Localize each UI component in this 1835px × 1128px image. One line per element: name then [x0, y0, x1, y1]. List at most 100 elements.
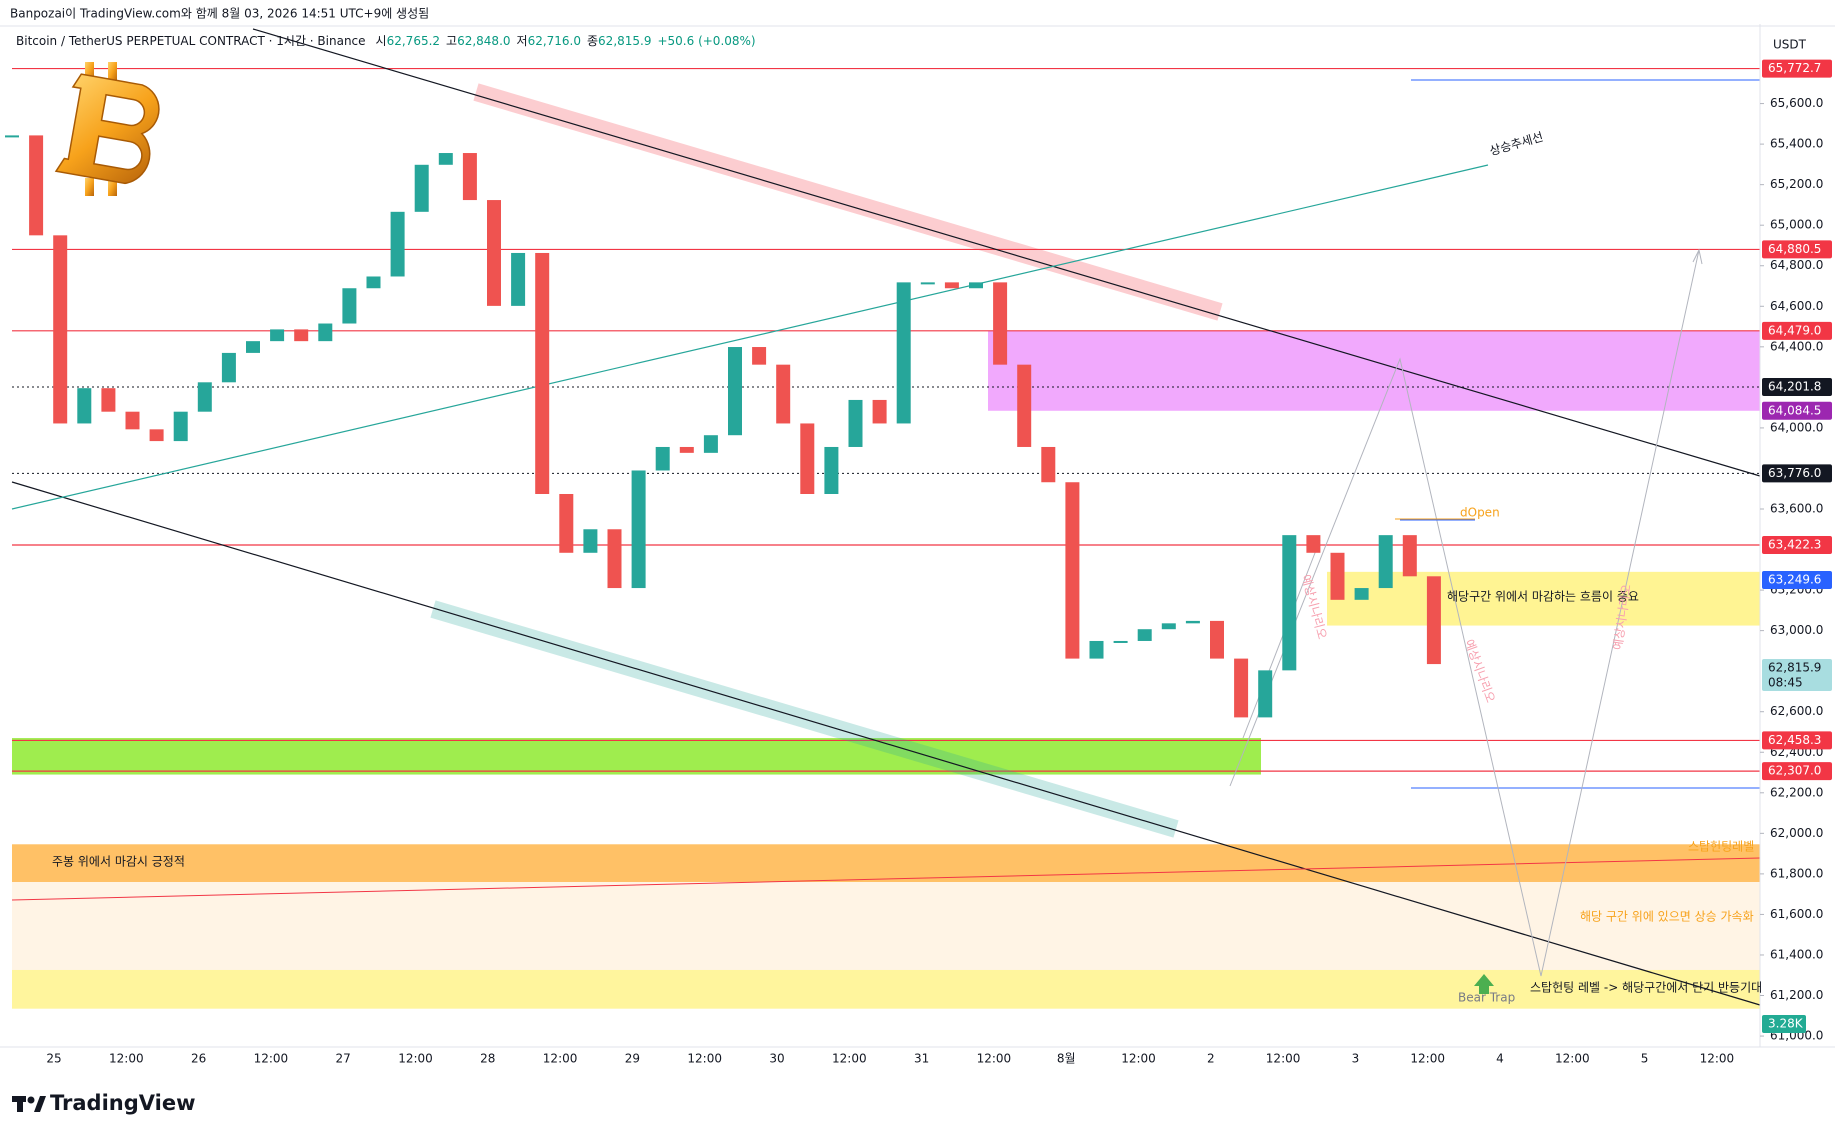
- price-tag-label: 64,084.5: [1768, 403, 1821, 417]
- candle: [1137, 629, 1152, 641]
- x-tick-label: 30: [769, 1052, 784, 1066]
- x-tick-label: 12:00: [1700, 1052, 1735, 1066]
- y-tick-label: 65,400.0: [1770, 137, 1823, 151]
- y-tick-label: 61,800.0: [1770, 866, 1823, 880]
- candle: [1041, 446, 1056, 483]
- x-tick-label: 28: [480, 1052, 495, 1066]
- candle: [414, 164, 429, 212]
- y-tick-label: 64,800.0: [1770, 258, 1823, 272]
- x-tick-label: 12:00: [832, 1052, 867, 1066]
- candle: [1065, 482, 1080, 659]
- x-tick-label: 26: [191, 1052, 206, 1066]
- y-tick-label: 62,600.0: [1770, 704, 1823, 718]
- zone: [12, 969, 1760, 1009]
- candle: [824, 446, 839, 494]
- candle: [1017, 364, 1032, 447]
- brand-logo: [12, 1096, 46, 1112]
- candle: [390, 211, 405, 277]
- price-tag-label: 64,201.8: [1768, 380, 1821, 394]
- candle: [1378, 535, 1393, 589]
- bear-trap-arrow: [1474, 974, 1494, 994]
- x-tick-label: 5: [1641, 1052, 1649, 1066]
- ohlc-value: 62,848.0: [457, 34, 510, 48]
- candle: [535, 252, 550, 494]
- candle: [318, 323, 333, 342]
- price-tag: [1762, 240, 1832, 259]
- scenario-path: [1242, 539, 1321, 739]
- y-tick-label: 63,600.0: [1770, 501, 1823, 515]
- candle: [462, 153, 477, 201]
- candle: [703, 435, 718, 453]
- countdown: 08:45: [1768, 675, 1803, 689]
- x-tick-label: 12:00: [398, 1052, 433, 1066]
- time-axis: 25 12:00 26 12:00 27 12:00 28 12:00 29 12:00 30 12:…: [46, 1052, 1734, 1066]
- y-tick-label: 61,200.0: [1770, 988, 1823, 1002]
- candle: [1306, 535, 1321, 553]
- x-tick-label: 3: [1352, 1052, 1360, 1066]
- price-tag-label: 62,307.0: [1768, 764, 1821, 778]
- y-tick-label: 65,600.0: [1770, 96, 1823, 110]
- candle: [101, 388, 116, 412]
- candle: [631, 470, 646, 589]
- x-tick-label: 4: [1496, 1052, 1504, 1066]
- annotation: 예상시나리오: [1299, 573, 1330, 641]
- legend: Bitcoin / TetherUS PERPETUAL CONTRACT · …: [16, 34, 756, 48]
- annotation: 해당 구간 위에 있으면 상승 가속화: [1580, 910, 1754, 924]
- zone: [12, 738, 1261, 775]
- candle: [1210, 620, 1224, 659]
- candle: [896, 282, 911, 424]
- volume-tag-bg: [1762, 1015, 1806, 1033]
- candle: [5, 135, 19, 138]
- candle: [679, 446, 694, 453]
- candle: [969, 282, 983, 289]
- price-tag: [1762, 378, 1832, 397]
- price-tag: [1762, 731, 1832, 750]
- candle: [1161, 623, 1176, 630]
- annotation: Bear Trap: [1458, 991, 1515, 1005]
- candle: [511, 252, 526, 306]
- y-tick-label: 64,000.0: [1770, 420, 1823, 434]
- candle: [607, 529, 622, 589]
- candle: [221, 352, 236, 383]
- candle: [583, 529, 598, 553]
- x-tick-label: 12:00: [254, 1052, 289, 1066]
- candle: [53, 235, 68, 424]
- price-tag-label: 63,249.6: [1768, 573, 1821, 587]
- x-tick-label: 12:00: [109, 1052, 144, 1066]
- x-tick-label: 25: [46, 1052, 61, 1066]
- candle: [1185, 620, 1200, 624]
- x-tick-label: 12:00: [1410, 1052, 1445, 1066]
- price-tag-label: 62,815.9: [1768, 660, 1821, 674]
- annotation: 예상시나리오: [1462, 637, 1498, 704]
- zone: [1327, 571, 1760, 626]
- y-tick-label: 61,600.0: [1770, 907, 1823, 921]
- price-tag-label: 64,479.0: [1768, 323, 1821, 337]
- x-tick-label: 8월: [1057, 1052, 1076, 1066]
- candle: [246, 341, 260, 353]
- price-axis: 61,000.061,200.061,400.061,600.061,800.0…: [1760, 59, 1832, 1043]
- candle: [752, 347, 767, 365]
- candle: [149, 429, 164, 442]
- candle: [270, 329, 285, 342]
- candle: [872, 399, 887, 424]
- candle: [1089, 640, 1104, 659]
- candles: [5, 135, 1441, 718]
- candle: [438, 153, 453, 165]
- price-tag: [1762, 658, 1832, 691]
- candle: [197, 382, 212, 412]
- header-title: Banpozai이 TradingView.com와 함께 8월 03, 202…: [10, 7, 429, 21]
- candle: [1426, 576, 1441, 665]
- price-tag: [1762, 401, 1832, 420]
- x-tick-label: 12:00: [1555, 1052, 1590, 1066]
- x-tick-label: 12:00: [977, 1052, 1012, 1066]
- zones: [12, 330, 1760, 1009]
- annotation: 스탑헌팅 레벨 -> 해당구간에서 단기 반등기대: [1530, 981, 1762, 995]
- trendline: [11, 164, 1489, 510]
- candle: [1258, 670, 1273, 718]
- candle: [125, 411, 140, 430]
- candle: [1282, 535, 1297, 671]
- ohlc-value: 62,815.9: [598, 34, 651, 48]
- price-tag-label: 63,422.3: [1768, 538, 1821, 552]
- annotation: 상승추세선: [1488, 130, 1545, 159]
- symbol: Bitcoin / TetherUS PERPETUAL CONTRACT · …: [16, 34, 366, 48]
